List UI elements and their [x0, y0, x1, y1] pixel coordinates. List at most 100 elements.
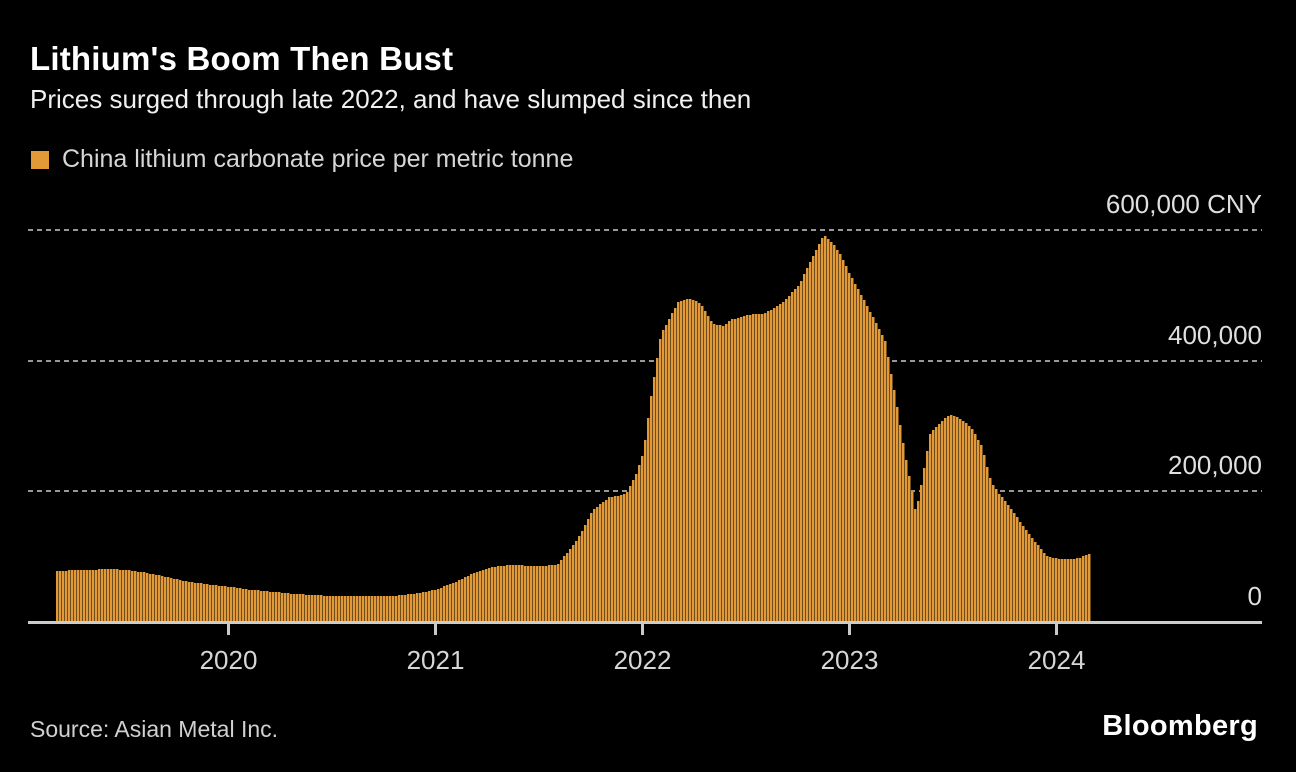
price-bar: [206, 584, 209, 622]
price-bar: [1082, 556, 1085, 622]
price-bar: [326, 596, 329, 622]
price-bar: [158, 575, 161, 622]
price-bar: [533, 566, 536, 622]
price-bar: [368, 596, 371, 622]
price-bar: [941, 421, 944, 622]
price-bar: [356, 596, 359, 622]
price-bar: [776, 306, 779, 622]
price-bar: [917, 501, 920, 622]
price-bar: [599, 504, 602, 622]
price-bar: [422, 592, 425, 622]
price-bar: [965, 423, 968, 622]
price-bar: [674, 308, 677, 622]
price-bar: [488, 568, 491, 622]
price-bar: [878, 329, 881, 622]
price-bar: [311, 595, 314, 622]
price-bar: [938, 424, 941, 622]
price-bar: [653, 377, 656, 622]
price-bar: [344, 596, 347, 622]
chart-subtitle: Prices surged through late 2022, and hav…: [30, 84, 752, 114]
price-bar: [659, 339, 662, 622]
price-bar: [320, 595, 323, 622]
price-bar: [458, 580, 461, 622]
price-bar: [119, 570, 122, 622]
x-axis-tick: [227, 624, 230, 635]
price-bar: [716, 325, 719, 622]
price-bar: [884, 341, 887, 622]
price-bar: [413, 594, 416, 622]
price-bar: [791, 292, 794, 622]
price-bar: [389, 596, 392, 622]
price-bar: [503, 566, 506, 622]
price-bar: [1058, 559, 1061, 622]
price-bar: [821, 238, 824, 622]
price-bar: [482, 570, 485, 622]
price-bar: [983, 455, 986, 622]
price-bar: [500, 566, 503, 622]
price-bar: [197, 583, 200, 622]
price-bar: [893, 390, 896, 622]
price-bar: [203, 584, 206, 622]
price-bar: [923, 468, 926, 622]
price-bar: [767, 311, 770, 622]
price-bar: [200, 583, 203, 622]
price-bar: [929, 434, 932, 622]
price-bar: [914, 509, 917, 622]
price-bar: [827, 239, 830, 622]
price-bar: [926, 451, 929, 622]
price-bar: [416, 593, 419, 622]
price-bar: [374, 596, 377, 622]
price-bar: [602, 502, 605, 622]
legend: China lithium carbonate price per metric…: [31, 145, 573, 174]
price-bar: [245, 589, 248, 622]
price-bar: [254, 590, 257, 622]
price-bar: [1070, 559, 1073, 622]
price-bar: [644, 440, 647, 622]
y-axis-label: 400,000: [1168, 319, 1262, 350]
price-bar: [719, 325, 722, 622]
price-bar: [758, 314, 761, 622]
price-bar: [77, 570, 80, 622]
price-bar: [935, 427, 938, 622]
price-bar: [98, 569, 101, 622]
price-bar: [479, 571, 482, 622]
price-bar: [179, 580, 182, 622]
price-bar: [743, 316, 746, 622]
price-bar: [635, 474, 638, 622]
price-bar: [1031, 538, 1034, 622]
price-bar: [1004, 501, 1007, 622]
price-bar: [647, 418, 650, 622]
price-bar: [449, 584, 452, 622]
price-bar: [695, 301, 698, 622]
price-bar: [812, 256, 815, 622]
price-bar: [875, 323, 878, 622]
price-bar: [428, 591, 431, 622]
price-bar: [92, 570, 95, 622]
price-bar: [227, 587, 230, 622]
price-bar: [578, 536, 581, 622]
price-bar: [905, 460, 908, 622]
price-bar: [764, 313, 767, 622]
price-bar: [623, 494, 626, 622]
price-bar: [221, 586, 224, 622]
price-bar: [968, 426, 971, 622]
price-bar: [149, 574, 152, 622]
price-bar: [74, 570, 77, 622]
price-bar: [575, 541, 578, 622]
price-bar: [569, 549, 572, 622]
price-bar: [542, 566, 545, 622]
price-bar: [425, 592, 428, 622]
price-bar: [539, 566, 542, 622]
price-bar: [665, 325, 668, 622]
price-bar: [617, 496, 620, 622]
price-bar: [980, 445, 983, 622]
price-bar: [737, 318, 740, 622]
price-bar: [83, 570, 86, 622]
y-axis-label: 200,000: [1168, 450, 1262, 481]
price-bar: [518, 565, 521, 622]
price-bar: [188, 582, 191, 622]
price-bar: [215, 585, 218, 622]
price-bar: [920, 485, 923, 622]
price-bar: [146, 573, 149, 622]
